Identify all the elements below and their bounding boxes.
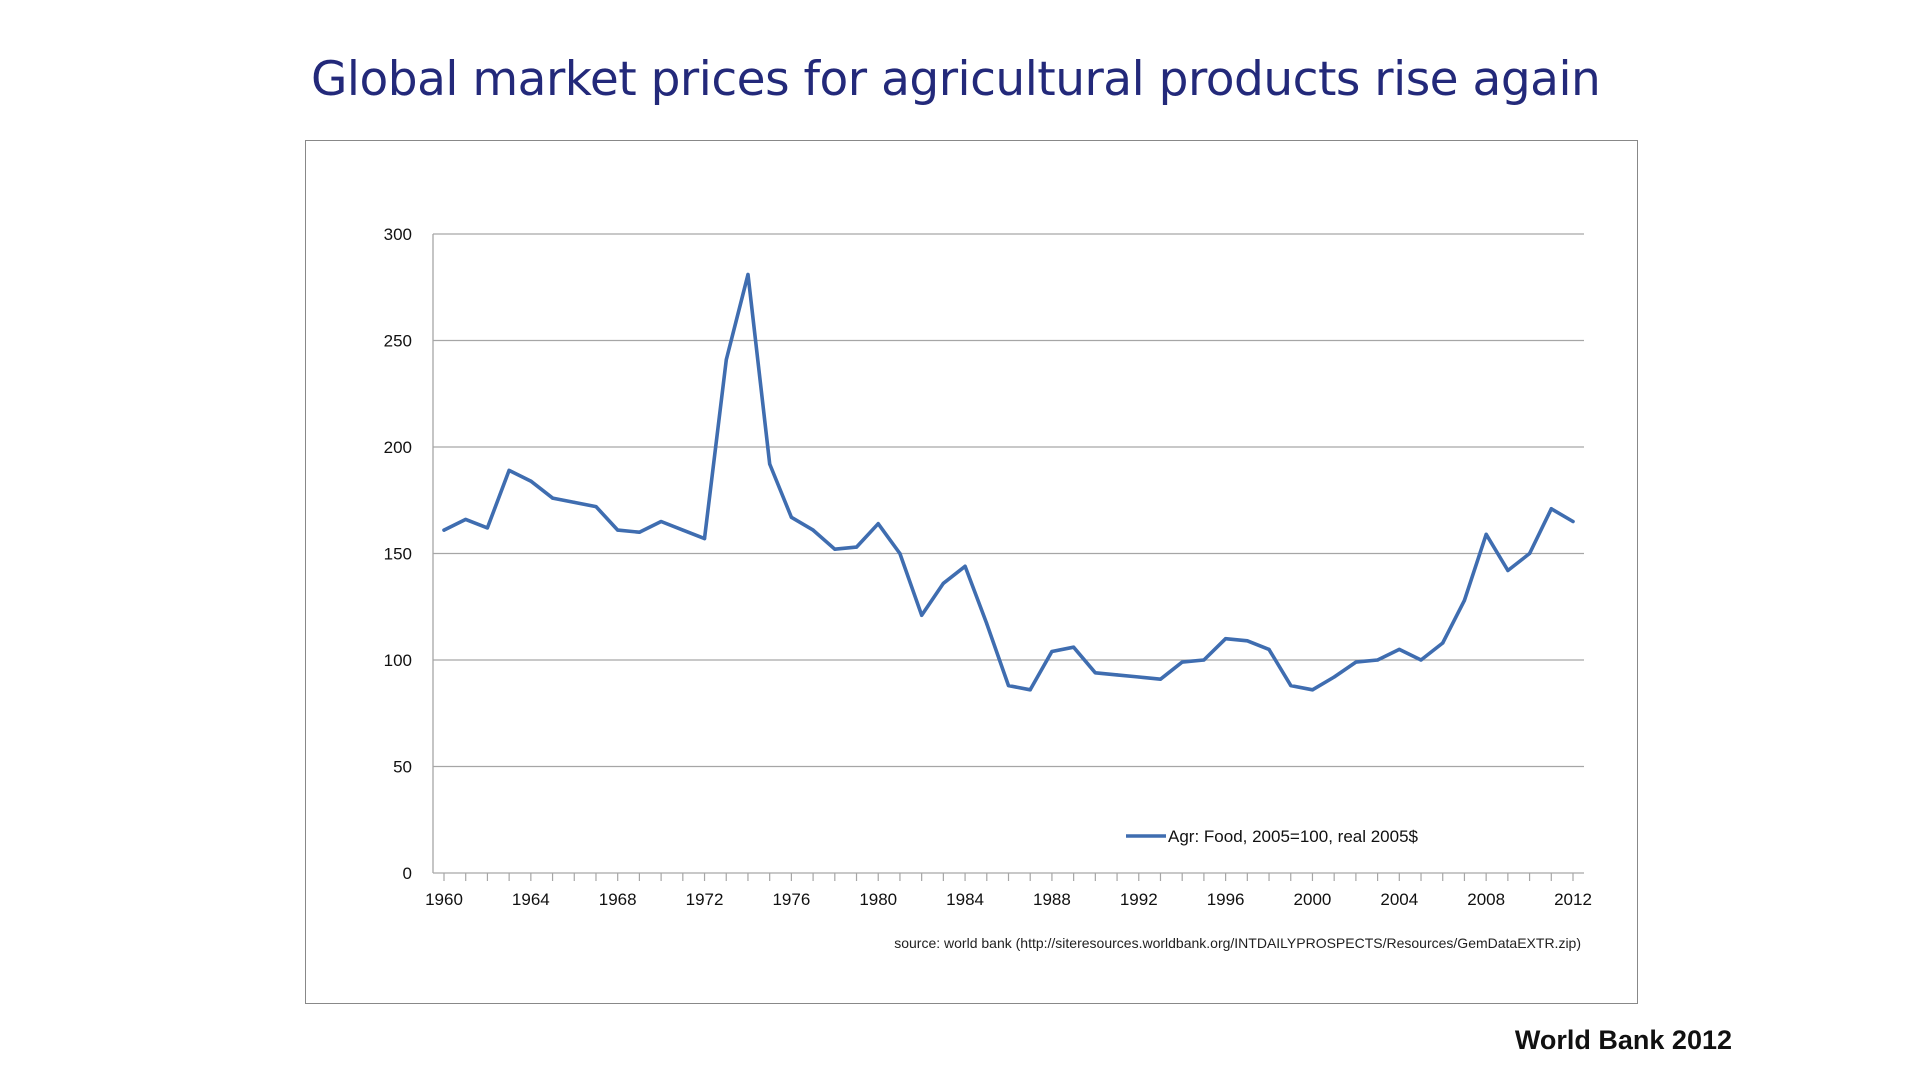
data-point	[637, 530, 642, 534]
data-point	[876, 522, 880, 526]
series-layer	[442, 272, 1575, 692]
data-point	[681, 528, 685, 532]
x-tick-label: 2008	[1467, 890, 1505, 909]
data-point	[572, 500, 576, 504]
data-point	[1267, 647, 1271, 651]
axes	[432, 234, 1584, 881]
x-tick-label: 1960	[425, 890, 463, 909]
series-line-agr-food	[442, 272, 1575, 692]
data-point	[529, 479, 533, 483]
data-point	[1527, 551, 1532, 556]
x-tick-label: 1988	[1033, 890, 1071, 909]
x-tick-label: 1992	[1120, 890, 1158, 909]
data-point	[1180, 660, 1184, 664]
data-point	[1245, 639, 1249, 643]
y-tick-label: 150	[384, 545, 412, 564]
gridlines	[433, 233, 1584, 768]
data-point	[898, 551, 902, 556]
legend-label: Agr: Food, 2005=100, real 2005$	[1168, 827, 1419, 846]
data-point	[1028, 688, 1032, 692]
data-point	[768, 462, 772, 466]
data-point	[1484, 532, 1488, 536]
y-tick-label: 50	[393, 758, 412, 777]
y-tick-label: 0	[403, 864, 412, 883]
x-tick-label: 1996	[1207, 890, 1245, 909]
chart-frame: 0 50 100 150 200 250 300 1960 1964 1968 1972 1976 1…	[305, 140, 1638, 1004]
data-point	[702, 536, 707, 541]
data-point	[833, 547, 837, 551]
slide-title: Global market prices for agricultural pr…	[311, 52, 1601, 107]
data-point	[1549, 507, 1553, 511]
x-tick-label: 1972	[686, 890, 724, 909]
y-tick-label: 100	[384, 651, 412, 670]
data-point	[1137, 675, 1141, 679]
x-tick-label: 1980	[859, 890, 897, 909]
data-point	[1158, 677, 1163, 681]
data-point	[442, 528, 446, 532]
data-point	[464, 517, 468, 522]
x-tick-label: 2004	[1380, 890, 1418, 909]
data-point	[1202, 658, 1206, 662]
data-point	[789, 515, 793, 519]
data-point	[1375, 658, 1380, 662]
data-point	[1224, 637, 1228, 641]
data-point	[1571, 519, 1575, 524]
data-point	[507, 468, 511, 473]
y-axis-tick-labels: 0 50 100 150 200 250 300	[384, 225, 412, 883]
data-point	[616, 528, 620, 532]
data-point	[1441, 641, 1445, 645]
credit-label: World Bank 2012	[1514, 1025, 1732, 1055]
data-point	[1332, 675, 1336, 679]
data-point	[594, 505, 598, 509]
data-point	[1093, 671, 1097, 675]
x-tick-label: 1964	[512, 890, 550, 909]
data-point	[1397, 647, 1401, 651]
data-point	[941, 581, 945, 585]
data-point	[963, 564, 967, 568]
x-tick-label: 1984	[946, 890, 984, 909]
x-axis-tick-labels: 1960 1964 1968 1972 1976 1980 1984 1988 1992 1996…	[425, 890, 1592, 909]
source-note: source: world bank (http://siteresources…	[894, 935, 1581, 951]
y-tick-label: 200	[384, 438, 412, 457]
data-point	[746, 272, 750, 277]
data-point	[1050, 649, 1054, 654]
data-point	[1310, 688, 1315, 692]
data-point	[920, 613, 924, 617]
data-points	[442, 272, 1575, 692]
data-point	[1289, 683, 1293, 688]
data-point	[985, 622, 989, 626]
data-point	[485, 526, 490, 530]
data-point	[811, 528, 815, 532]
x-tick-label: 2012	[1554, 890, 1592, 909]
data-point	[1419, 658, 1423, 662]
data-point	[1006, 683, 1011, 688]
data-point	[550, 496, 555, 500]
data-point	[1354, 660, 1358, 664]
legend: Agr: Food, 2005=100, real 2005$	[1126, 827, 1419, 846]
x-tick-label: 1968	[599, 890, 637, 909]
data-point	[1115, 673, 1119, 677]
y-tick-label: 300	[384, 225, 412, 244]
data-point	[659, 519, 663, 524]
y-tick-label: 250	[384, 332, 412, 351]
data-point	[1462, 598, 1467, 602]
x-tick-label: 2000	[1294, 890, 1332, 909]
x-tick-label: 1976	[772, 890, 810, 909]
data-point	[1506, 568, 1510, 573]
data-point	[1072, 645, 1076, 649]
data-point	[724, 358, 728, 362]
data-point	[854, 545, 859, 549]
